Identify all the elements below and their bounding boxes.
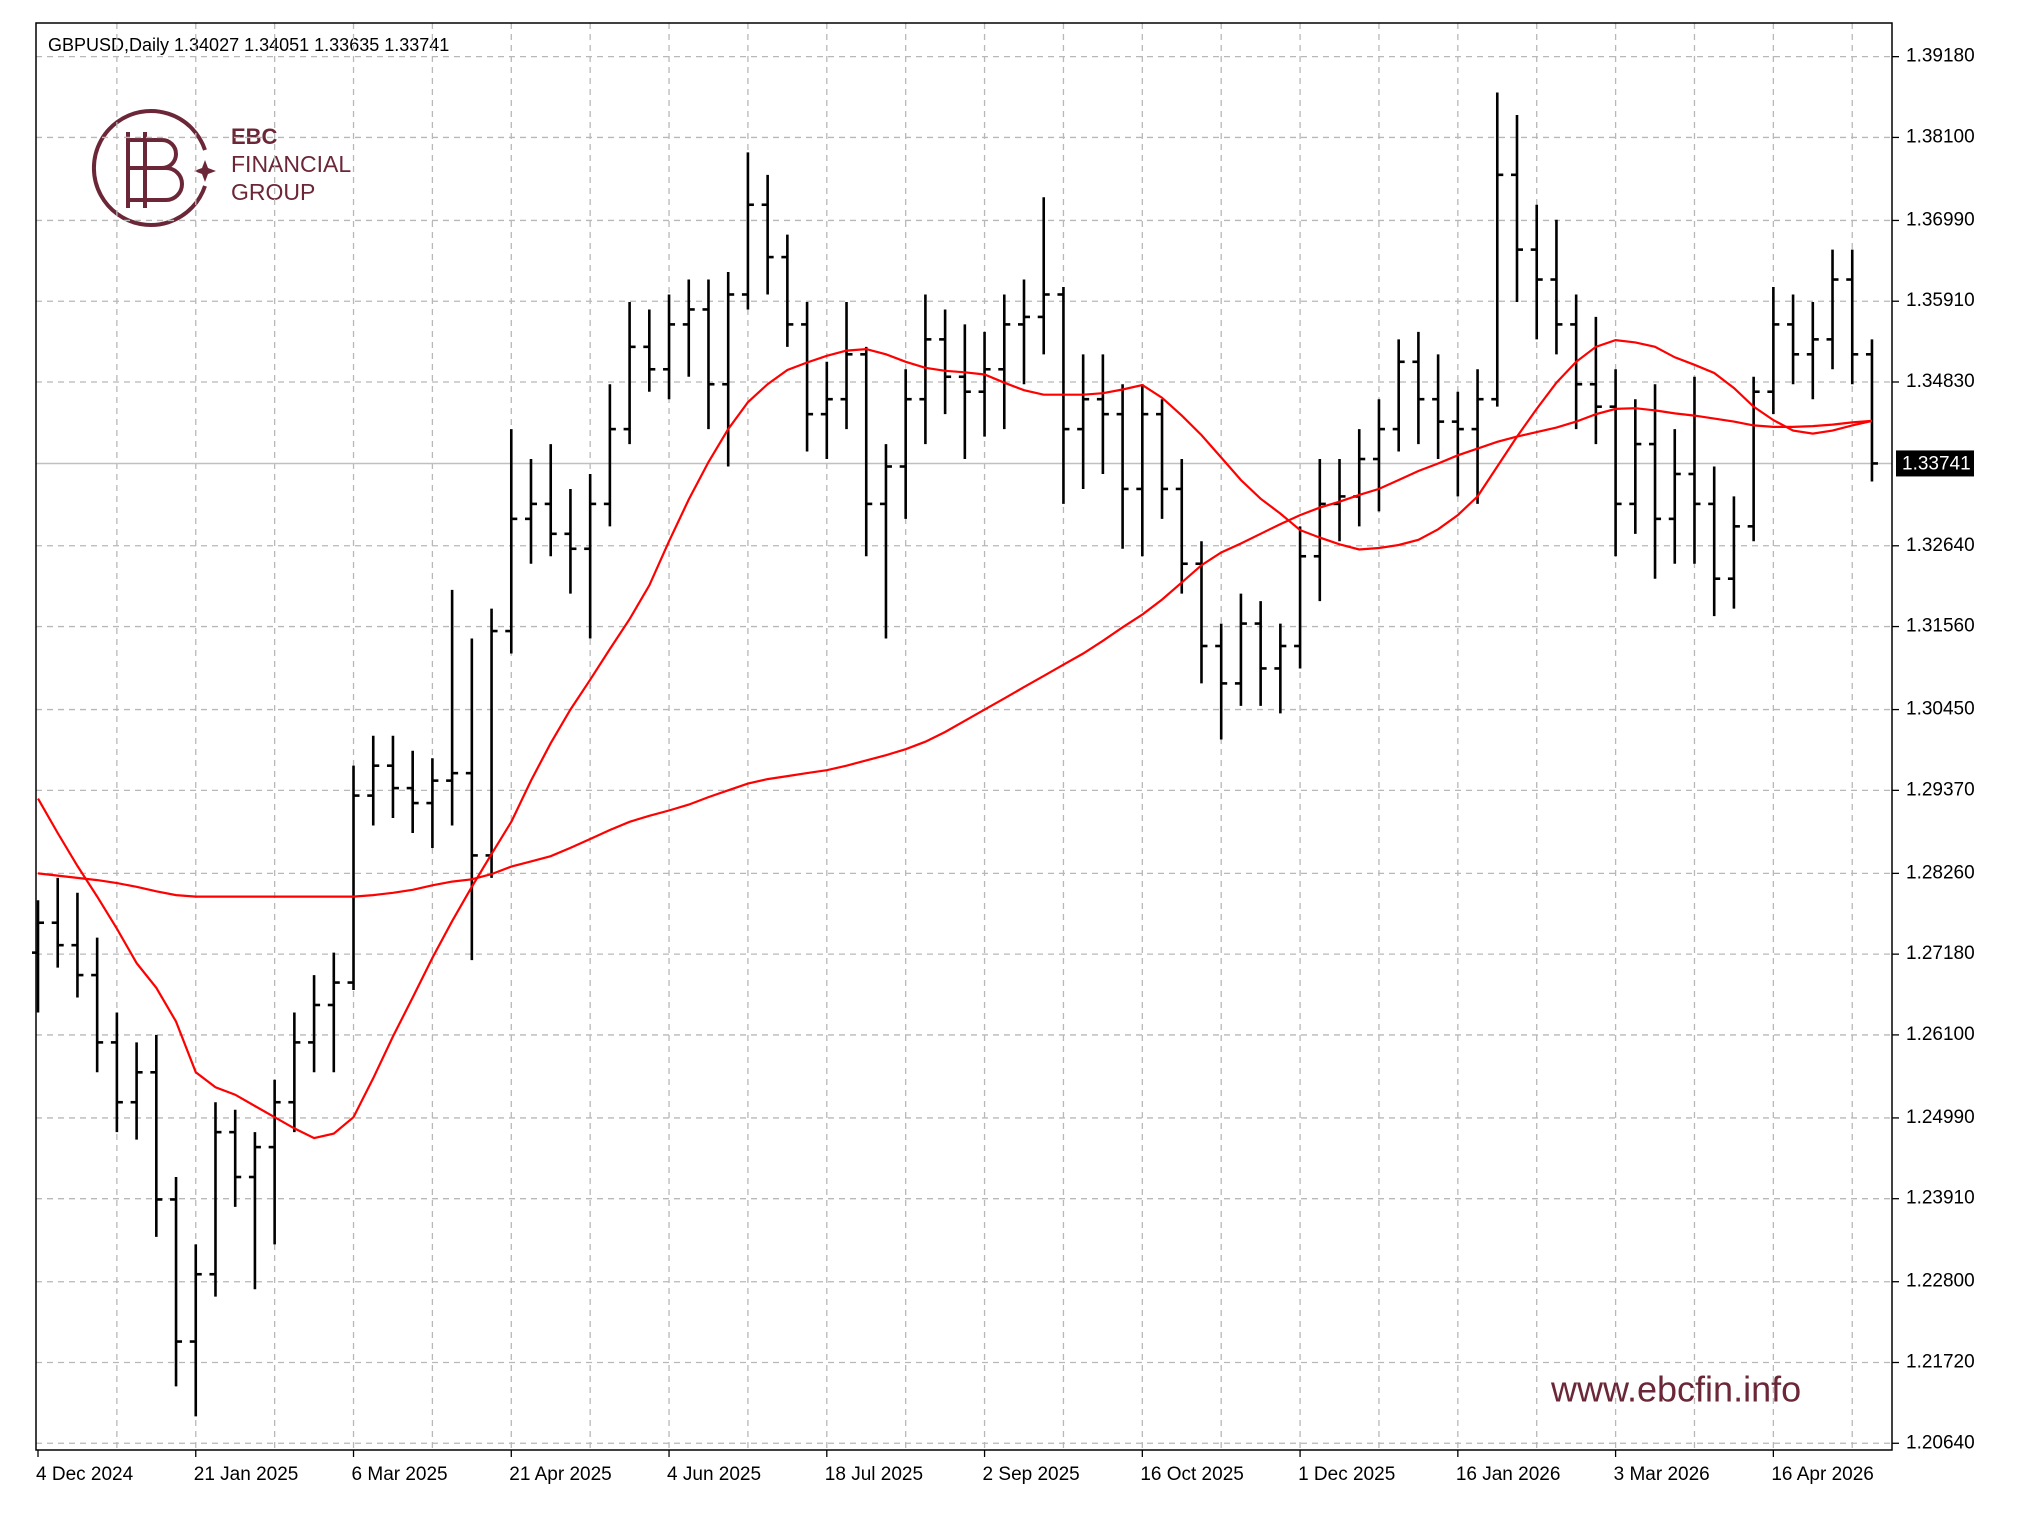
x-tick-label: 16 Apr 2026	[1771, 1464, 1873, 1485]
y-tick-label: 1.38100	[1906, 126, 1975, 147]
y-tick-label: 1.31560	[1906, 616, 1975, 637]
y-tick-label: 1.27180	[1906, 943, 1975, 964]
moving-average	[37, 407, 1873, 898]
y-tick-label: 1.21720	[1906, 1352, 1975, 1373]
y-tick-label: 1.30450	[1906, 699, 1975, 720]
x-tick-label: 4 Jun 2025	[667, 1464, 761, 1485]
y-tick-label: 1.34830	[1906, 371, 1975, 392]
y-tick-label: 1.32640	[1906, 535, 1975, 556]
x-tick-label: 3 Mar 2026	[1614, 1464, 1710, 1485]
x-tick-label: 16 Oct 2025	[1140, 1464, 1244, 1485]
last-price-box	[1896, 450, 1974, 477]
x-tick-label: 2 Sep 2025	[983, 1464, 1080, 1485]
y-tick-label: 1.26100	[1906, 1024, 1975, 1045]
x-tick-label: 18 Jul 2025	[825, 1464, 923, 1485]
moving-average	[37, 338, 1873, 1140]
y-tick-label: 1.39180	[1906, 46, 1975, 67]
x-tick-label: 21 Jan 2025	[194, 1464, 299, 1485]
y-tick-label: 1.29370	[1906, 779, 1975, 800]
x-tick-label: 1 Dec 2025	[1298, 1464, 1395, 1485]
y-tick-label: 1.36990	[1906, 209, 1975, 230]
y-tick-label: 1.23910	[1906, 1188, 1975, 1209]
logo-star	[194, 160, 216, 182]
x-tick-label: 21 Apr 2025	[509, 1464, 611, 1485]
y-tick-label: 1.35910	[1906, 290, 1975, 311]
x-tick-label: 4 Dec 2024	[36, 1464, 134, 1485]
y-tick-label: 1.28260	[1906, 862, 1975, 883]
y-tick-label: 1.24990	[1906, 1107, 1975, 1128]
plot-frame	[35, 22, 1893, 1451]
logo-glyph	[126, 132, 184, 208]
y-tick-label: 1.22800	[1906, 1271, 1975, 1292]
last-price-label: 1.33741	[1902, 453, 1971, 474]
x-tick-label: 16 Jan 2026	[1456, 1464, 1561, 1485]
logo-text: EBC	[231, 124, 278, 149]
chart-title: GBPUSD,Daily 1.34027 1.34051 1.33635 1.3…	[48, 35, 449, 55]
y-tick-label: 1.20640	[1906, 1432, 1975, 1453]
logo-text: FINANCIAL	[231, 151, 351, 177]
x-tick-label: 6 Mar 2025	[352, 1464, 448, 1485]
watermark: www.ebcfin.info	[1550, 1369, 1801, 1410]
logo-text: GROUP	[231, 179, 315, 205]
